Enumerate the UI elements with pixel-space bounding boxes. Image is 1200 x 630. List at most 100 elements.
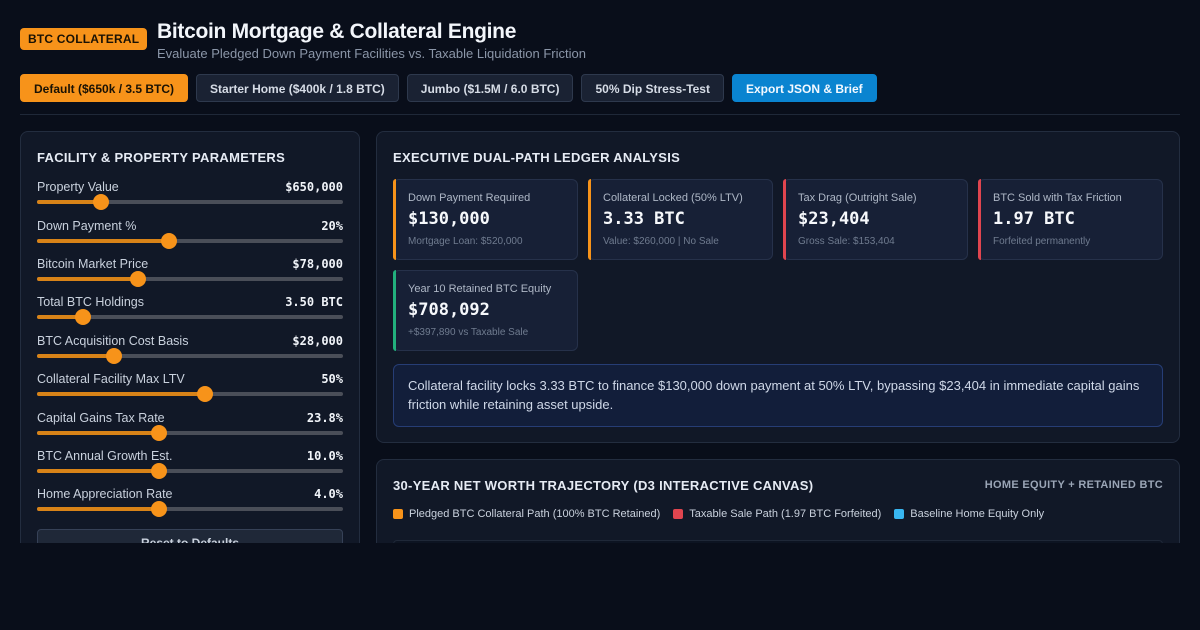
legend-label: Pledged BTC Collateral Path (100% BTC Re… (409, 508, 661, 520)
param-value: 10.0% (306, 449, 343, 463)
legend-swatch (393, 509, 403, 519)
kpi-value: $708,092 (408, 300, 490, 320)
slider-fill (37, 507, 160, 511)
parameters-panel: FACILITY & PROPERTY PARAMETERS Property … (20, 131, 360, 551)
kpi-tax-drag: Tax Drag (Outright Sale) $23,404 Gross S… (783, 179, 968, 260)
max-ltv-slider[interactable] (37, 386, 343, 402)
param-home-appreciation: Home Appreciation Rate 4.0% (37, 487, 343, 523)
slider-fill (37, 277, 138, 281)
legend-item-taxable-path[interactable]: Taxable Sale Path (1.97 BTC Forfeited) (673, 508, 881, 520)
legend-item-pledged-path[interactable]: Pledged BTC Collateral Path (100% BTC Re… (393, 508, 660, 520)
slider-fill (37, 392, 206, 396)
btc-market-price-slider[interactable] (37, 271, 343, 287)
legend-item-baseline[interactable]: Baseline Home Equity Only (894, 508, 1044, 520)
param-value: 20% (321, 219, 343, 233)
kpi-value: 1.97 BTC (993, 209, 1075, 229)
param-down-payment: Down Payment % 20% (37, 219, 343, 255)
slider-fill (37, 469, 160, 473)
param-value: $28,000 (292, 334, 343, 348)
parameters-panel-title: FACILITY & PROPERTY PARAMETERS (37, 150, 286, 165)
total-btc-holdings-slider[interactable] (37, 309, 343, 325)
analysis-summary: Collateral facility locks 3.33 BTC to fi… (393, 364, 1163, 427)
param-cost-basis: BTC Acquisition Cost Basis $28,000 (37, 334, 343, 370)
param-label: Capital Gains Tax Rate (37, 411, 165, 425)
param-label: Home Appreciation Rate (37, 487, 173, 501)
header-divider (20, 114, 1180, 115)
preset-starter-home-button[interactable]: Starter Home ($400k / 1.8 BTC) (196, 74, 399, 102)
param-total-btc-holdings: Total BTC Holdings 3.50 BTC (37, 295, 343, 331)
kpi-collateral-locked: Collateral Locked (50% LTV) 3.33 BTC Val… (588, 179, 773, 260)
param-capital-gains-tax: Capital Gains Tax Rate 23.8% (37, 411, 343, 447)
viewport-cutoff (0, 543, 1200, 630)
param-btc-growth: BTC Annual Growth Est. 10.0% (37, 449, 343, 485)
kpi-down-payment: Down Payment Required $130,000 Mortgage … (393, 179, 578, 260)
slider-thumb[interactable] (197, 386, 214, 402)
kpi-sub: Forfeited permanently (993, 236, 1091, 247)
kpi-sub: Mortgage Loan: $520,000 (408, 236, 523, 247)
legend-swatch (894, 509, 905, 519)
page-subtitle: Evaluate Pledged Down Payment Facilities… (157, 46, 586, 61)
slider-fill (37, 239, 169, 243)
ledger-panel-title: EXECUTIVE DUAL-PATH LEDGER ANALYSIS (393, 150, 681, 165)
slider-fill (37, 315, 83, 319)
slider-thumb[interactable] (160, 233, 177, 249)
cost-basis-slider[interactable] (37, 348, 343, 364)
slider-thumb[interactable] (93, 194, 110, 210)
param-property-value: Property Value $650,000 (37, 180, 343, 216)
kpi-sub: Gross Sale: $153,404 (798, 236, 895, 247)
preset-dip-stress-test-button[interactable]: 50% Dip Stress-Test (581, 74, 724, 102)
down-payment-slider[interactable] (37, 233, 343, 249)
home-appreciation-slider[interactable] (37, 501, 343, 517)
param-label: BTC Annual Growth Est. (37, 449, 173, 463)
kpi-label: Year 10 Retained BTC Equity (408, 283, 552, 295)
slider-thumb[interactable] (151, 463, 168, 479)
param-value: 3.50 BTC (285, 295, 343, 309)
kpi-year-10-equity: Year 10 Retained BTC Equity $708,092 +$3… (393, 270, 578, 351)
app-header: BTC COLLATERAL Bitcoin Mortgage & Collat… (20, 18, 1180, 62)
kpi-label: BTC Sold with Tax Friction (993, 192, 1122, 204)
param-label: Down Payment % (37, 219, 137, 233)
param-value: $650,000 (285, 180, 343, 194)
app-badge: BTC COLLATERAL (20, 28, 148, 50)
kpi-label: Tax Drag (Outright Sale) (798, 192, 917, 204)
btc-growth-slider[interactable] (37, 463, 343, 479)
trajectory-panel-title: 30-YEAR NET WORTH TRAJECTORY (D3 INTERAC… (393, 478, 814, 493)
kpi-sub: Value: $260,000 | No Sale (603, 236, 719, 247)
capital-gains-tax-slider[interactable] (37, 425, 343, 441)
slider-thumb[interactable] (74, 309, 91, 325)
slider-thumb[interactable] (129, 271, 146, 287)
slider-fill (37, 200, 102, 204)
export-json-brief-button[interactable]: Export JSON & Brief (731, 74, 877, 102)
param-value: $78,000 (292, 257, 343, 271)
trajectory-metric-label: HOME EQUITY + RETAINED BTC (984, 479, 1163, 491)
param-label: Bitcoin Market Price (37, 257, 149, 271)
param-btc-market-price: Bitcoin Market Price $78,000 (37, 257, 343, 293)
kpi-label: Collateral Locked (50% LTV) (603, 192, 743, 204)
param-max-ltv: Collateral Facility Max LTV 50% (37, 372, 343, 408)
param-label: Property Value (37, 180, 119, 194)
slider-fill (37, 431, 160, 435)
slider-thumb[interactable] (151, 425, 168, 441)
legend-swatch (673, 509, 684, 519)
kpi-label: Down Payment Required (408, 192, 531, 204)
slider-thumb[interactable] (105, 348, 122, 364)
param-label: BTC Acquisition Cost Basis (37, 334, 189, 348)
slider-thumb[interactable] (151, 501, 168, 517)
param-label: Collateral Facility Max LTV (37, 372, 185, 386)
kpi-sub: +$397,890 vs Taxable Sale (408, 327, 529, 338)
property-value-slider[interactable] (37, 194, 343, 210)
kpi-value: $130,000 (408, 209, 490, 229)
preset-default-button[interactable]: Default ($650k / 3.5 BTC) (20, 74, 189, 102)
slider-fill (37, 354, 114, 358)
ledger-panel: EXECUTIVE DUAL-PATH LEDGER ANALYSIS Down… (376, 131, 1180, 443)
preset-jumbo-button[interactable]: Jumbo ($1.5M / 6.0 BTC) (406, 74, 574, 102)
kpi-value: 3.33 BTC (603, 209, 685, 229)
param-label: Total BTC Holdings (37, 295, 144, 309)
param-value: 23.8% (306, 411, 343, 425)
legend-label: Baseline Home Equity Only (910, 508, 1045, 520)
kpi-btc-sold: BTC Sold with Tax Friction 1.97 BTC Forf… (978, 179, 1163, 260)
kpi-value: $23,404 (798, 209, 870, 229)
preset-toolbar: Default ($650k / 3.5 BTC) Starter Home (… (20, 74, 877, 102)
param-value: 50% (321, 372, 343, 386)
page-title: Bitcoin Mortgage & Collateral Engine (157, 20, 517, 43)
